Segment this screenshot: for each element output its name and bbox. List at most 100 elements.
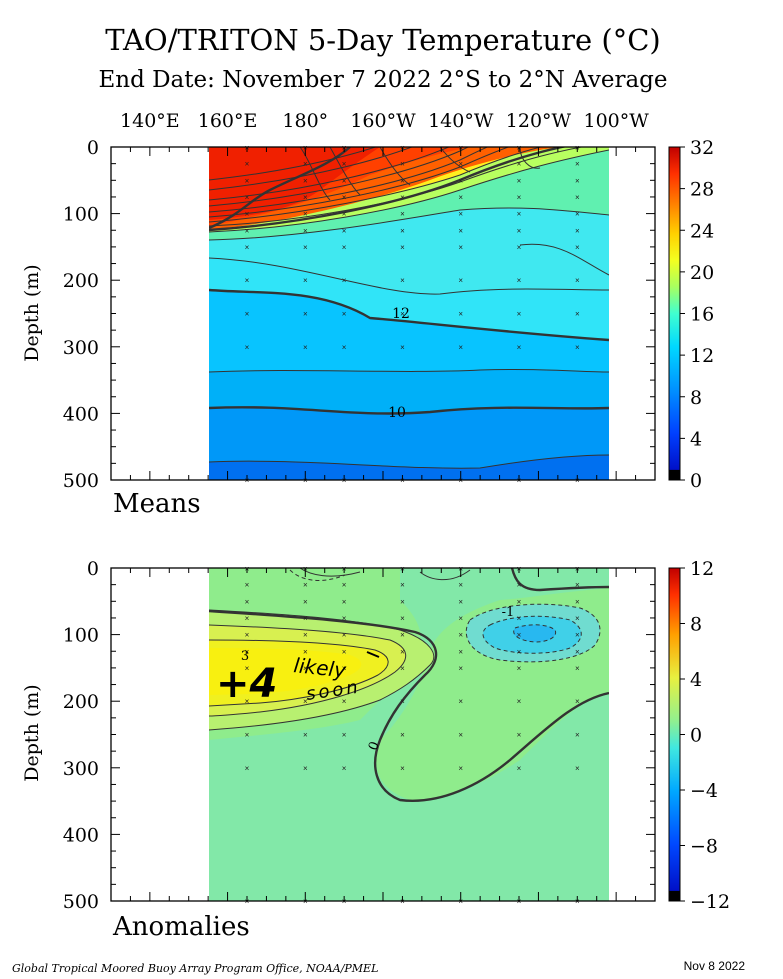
buoy-sensor-marker: ×	[342, 210, 347, 219]
buoy-sensor-marker: ×	[342, 243, 347, 252]
buoy-sensor-marker: ×	[575, 210, 580, 219]
buoy-sensor-marker: ×	[458, 697, 463, 706]
anomalies-negative-contours	[289, 569, 601, 663]
buoy-sensor-marker: ×	[458, 276, 463, 285]
buoy-sensor-marker: ×	[400, 597, 405, 606]
buoy-sensor-marker: ×	[342, 581, 347, 590]
anomalies-contour-label-3: 3	[241, 649, 249, 664]
anomalies-fill-minus3	[513, 624, 556, 642]
colorbar-tick-label: 12	[690, 558, 714, 580]
buoy-sensor-marker: ×	[575, 310, 580, 319]
buoy-sensor-marker: ×	[458, 210, 463, 219]
colorbar-tick-label: 20	[690, 262, 714, 284]
means-contour-label-10: 10	[388, 405, 406, 421]
means-colorbar-ticks: 32 28 24 20 16 12 8 4 0	[680, 137, 714, 492]
depth-tick-label: 0	[87, 558, 99, 580]
means-axis-ticks: 0 100 200 300 400 500	[63, 137, 655, 492]
buoy-sensor-marker: ×	[303, 581, 308, 590]
anomalies-contour-label-minus1: -1	[502, 605, 515, 620]
colorbar-tick-label: 28	[690, 179, 714, 201]
buoy-sensor-marker: ×	[245, 764, 250, 773]
buoy-sensor-marker: ×	[517, 697, 522, 706]
buoy-sensor-marker: ×	[458, 647, 463, 656]
buoy-sensor-marker: ×	[245, 581, 250, 590]
means-fill-10	[209, 369, 609, 414]
buoy-sensor-marker: ×	[517, 581, 522, 590]
buoy-sensor-marker: ×	[245, 614, 250, 623]
anomalies-y-axis-label: Depth (m)	[21, 684, 43, 781]
buoy-sensor-marker: ×	[342, 343, 347, 352]
buoy-sensor-marker: ×	[458, 193, 463, 202]
anomalies-fill-neg	[209, 568, 609, 901]
buoy-sensor-marker: ×	[245, 597, 250, 606]
longitude-tick-label: 100°W	[583, 110, 649, 132]
buoy-sensor-marker: ×	[245, 664, 250, 673]
buoy-sensor-marker: ×	[575, 764, 580, 773]
buoy-sensor-marker: ×	[575, 697, 580, 706]
depth-tick-label: 200	[63, 270, 99, 292]
buoy-sensor-marker: ×	[575, 343, 580, 352]
buoy-sensor-marker: ×	[303, 193, 308, 202]
buoy-sensor-marker: ×	[245, 310, 250, 319]
longitude-tick-label: 180°	[282, 110, 328, 132]
means-contour-label-12: 12	[392, 306, 410, 322]
buoy-sensor-marker: ×	[517, 226, 522, 235]
longitude-tick-label: 160°E	[198, 110, 258, 132]
buoy-sensor-marker: ×	[575, 193, 580, 202]
buoy-sensor-marker: ×	[303, 210, 308, 219]
anomalies-panel-label: Anomalies	[112, 912, 250, 942]
buoy-sensor-marker: ×	[342, 276, 347, 285]
annotation-plus-four: +4	[216, 661, 277, 707]
buoy-sensor-marker: ×	[575, 581, 580, 590]
depth-tick-label: 200	[63, 691, 99, 713]
buoy-sensor-marker: ×	[575, 160, 580, 169]
buoy-sensor-marker: ×	[245, 647, 250, 656]
depth-tick-label: 100	[63, 625, 99, 647]
buoy-sensor-marker: ×	[458, 176, 463, 185]
colorbar-tick-label: 0	[690, 725, 702, 747]
buoy-sensor-marker: ×	[342, 226, 347, 235]
buoy-sensor-marker: ×	[517, 597, 522, 606]
buoy-sensor-marker: ×	[400, 614, 405, 623]
buoy-sensor-marker: ×	[400, 243, 405, 252]
buoy-sensor-marker: ×	[575, 731, 580, 740]
colorbar-tick-label: 4	[690, 428, 702, 450]
buoy-sensor-marker: ×	[303, 764, 308, 773]
depth-tick-label: 0	[87, 137, 99, 159]
buoy-sensor-marker: ×	[245, 731, 250, 740]
buoy-sensor-marker: ×	[245, 226, 250, 235]
annotation-dash	[366, 651, 380, 658]
buoy-sensor-marker: ×	[575, 243, 580, 252]
colorbar-tick-label: 8	[690, 387, 702, 409]
buoy-sensor-marker: ×	[342, 647, 347, 656]
annotation-likely: likely	[292, 653, 348, 682]
colorbar-tick-label: −4	[690, 780, 718, 802]
chart-title: TAO/TRITON 5-Day Temperature (°C)	[105, 23, 661, 57]
buoy-sensor-marker: ×	[342, 697, 347, 706]
buoy-sensor-marker: ×	[400, 310, 405, 319]
buoy-sensor-marker: ×	[303, 664, 308, 673]
buoy-sensor-marker: ×	[575, 176, 580, 185]
buoy-sensor-marker: ×	[575, 276, 580, 285]
buoy-sensor-marker: ×	[575, 647, 580, 656]
buoy-sensor-marker: ×	[458, 614, 463, 623]
buoy-sensor-marker: ×	[517, 731, 522, 740]
colorbar-tick-label: 4	[690, 669, 702, 691]
buoy-sensor-marker: ×	[458, 764, 463, 773]
means-colorbar	[668, 146, 681, 481]
buoy-sensor-marker: ×	[342, 631, 347, 640]
anomalies-zero-contour	[209, 568, 609, 802]
depth-tick-label: 500	[63, 470, 99, 492]
buoy-sensor-marker: ×	[458, 597, 463, 606]
buoy-sensor-marker: ×	[517, 160, 522, 169]
means-fill-12	[209, 290, 609, 372]
buoy-sensor-marker: ×	[458, 343, 463, 352]
buoy-sensor-marker: ×	[400, 193, 405, 202]
means-field	[209, 147, 609, 480]
buoy-sensor-marker: ×	[458, 226, 463, 235]
buoy-sensor-marker: ×	[342, 176, 347, 185]
buoy-sensor-marker: ×	[303, 343, 308, 352]
colorbar-tick-label: 32	[690, 137, 714, 159]
buoy-sensor-marker: ×	[517, 764, 522, 773]
buoy-sensor-marker: ×	[400, 664, 405, 673]
